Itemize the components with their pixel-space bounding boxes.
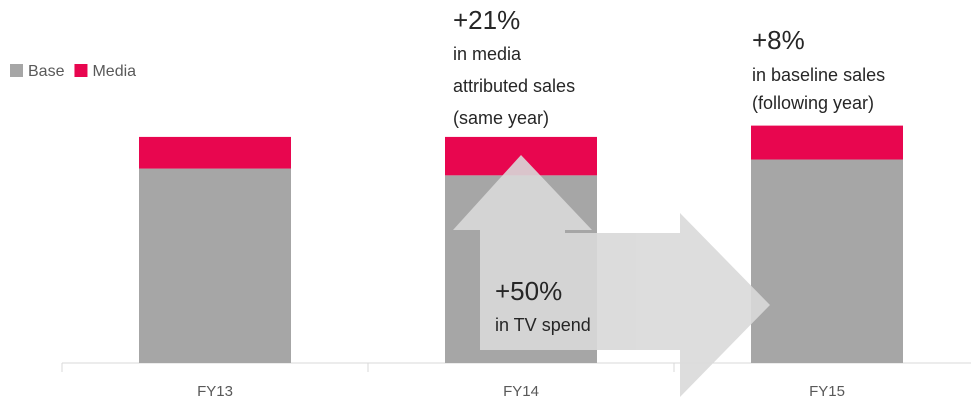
annotation-title: +8% [752, 25, 805, 55]
annotation-line: attributed sales [453, 76, 575, 96]
annotation-line: in TV spend [495, 315, 591, 335]
legend-label: Base [28, 63, 65, 80]
annotation-line: in baseline sales [752, 65, 885, 85]
bar-segment [139, 168, 291, 363]
arrows [453, 155, 770, 397]
legend-swatch [10, 64, 23, 77]
legend-swatch [74, 64, 88, 77]
annotations: +21% in media attributed sales (same year) +… [453, 5, 885, 335]
annotation-title: +21% [453, 5, 520, 35]
legend-label: Media [92, 63, 136, 80]
bar-segment [751, 159, 903, 363]
annotation-line: in media [453, 44, 522, 64]
annotation-line: (same year) [453, 108, 549, 128]
annotation-line: (following year) [752, 93, 874, 113]
x-tick-label: FY15 [809, 383, 845, 400]
bar-segment [751, 125, 903, 160]
up-arrow [453, 155, 592, 350]
x-tick-label: FY14 [503, 383, 539, 400]
bar-segment [139, 136, 291, 169]
annotation-title: +50% [495, 276, 562, 306]
x-tick-label: FY13 [197, 383, 233, 400]
